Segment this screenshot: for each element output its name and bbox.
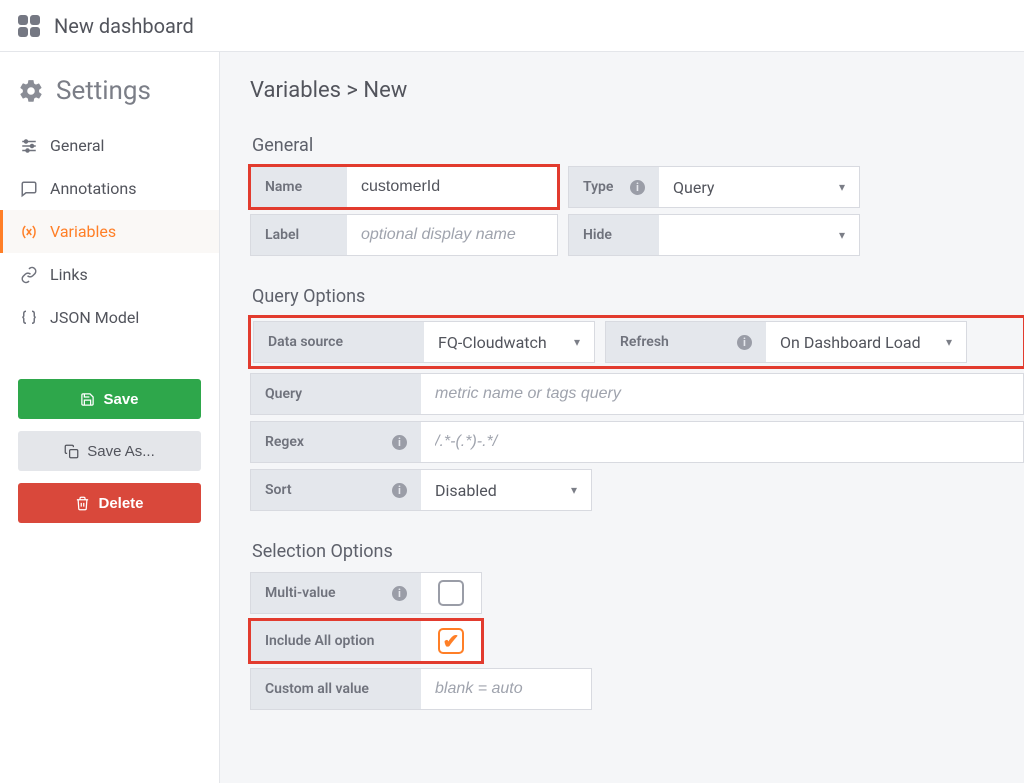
regex-label: Regex <box>265 434 304 450</box>
variables-icon <box>20 223 38 241</box>
dashboard-title: New dashboard <box>54 14 194 38</box>
save-as-button[interactable]: Save As... <box>18 431 201 471</box>
type-field: Type i Query ▾ <box>568 166 860 208</box>
multi-value-label: Multi-value <box>265 585 336 601</box>
label-field: Label <box>250 214 558 256</box>
name-field: Name <box>250 166 558 208</box>
comment-icon <box>20 180 38 198</box>
type-select[interactable]: Query ▾ <box>659 167 859 207</box>
chevron-down-icon: ▾ <box>571 483 577 497</box>
type-label: Type <box>583 179 613 195</box>
custom-all-input[interactable] <box>435 680 577 698</box>
info-icon[interactable]: i <box>392 435 407 450</box>
sort-value: Disabled <box>435 481 497 500</box>
link-icon <box>20 266 38 284</box>
hide-label: Hide <box>569 215 659 255</box>
info-icon[interactable]: i <box>737 335 752 350</box>
include-all-field: Include All option ✔ <box>250 620 482 662</box>
save-label: Save <box>103 391 138 408</box>
code-icon <box>20 309 38 327</box>
check-icon: ✔ <box>443 629 460 653</box>
nav-json-model[interactable]: JSON Model <box>0 296 219 339</box>
query-input[interactable] <box>435 385 1009 403</box>
datasource-field: Data source FQ-Cloudwatch ▾ <box>253 321 595 363</box>
chevron-down-icon: ▾ <box>839 180 845 194</box>
selection-form: Multi-value i Include All option ✔ <box>250 572 1024 710</box>
refresh-select[interactable]: On Dashboard Load ▾ <box>766 322 966 362</box>
sort-field: Sort i Disabled ▾ <box>250 469 592 511</box>
sliders-icon <box>20 137 38 155</box>
section-title-general: General <box>252 135 1024 156</box>
nav-item-label: JSON Model <box>50 308 139 327</box>
delete-label: Delete <box>98 495 143 512</box>
chevron-down-icon: ▾ <box>574 335 580 349</box>
multi-value-checkbox[interactable] <box>438 580 464 606</box>
save-as-label: Save As... <box>87 443 155 460</box>
custom-all-label: Custom all value <box>251 669 421 709</box>
label-label: Label <box>251 215 347 255</box>
include-all-checkbox[interactable]: ✔ <box>438 628 464 654</box>
query-field: Query <box>250 373 1024 415</box>
sort-label: Sort <box>265 482 292 498</box>
hide-select[interactable]: ▾ <box>659 215 859 255</box>
nav-annotations[interactable]: Annotations <box>0 167 219 210</box>
nav-item-label: Annotations <box>50 179 137 198</box>
gear-icon <box>18 78 44 104</box>
nav-general[interactable]: General <box>0 124 219 167</box>
datasource-select[interactable]: FQ-Cloudwatch ▾ <box>424 322 594 362</box>
nav-item-label: General <box>50 136 104 155</box>
refresh-label: Refresh <box>620 334 669 350</box>
refresh-value: On Dashboard Load <box>780 333 921 352</box>
datasource-value: FQ-Cloudwatch <box>438 333 547 352</box>
nav-variables[interactable]: Variables <box>0 210 219 253</box>
label-input[interactable] <box>361 226 543 244</box>
nav-item-label: Variables <box>50 222 116 241</box>
copy-icon <box>64 444 79 459</box>
settings-nav: General Annotations Variables Links JSON… <box>0 124 219 339</box>
breadcrumb: Variables > New <box>250 78 1024 103</box>
dashboard-grid-icon <box>18 15 40 37</box>
general-form: Name Type i Query ▾ <box>250 166 1024 256</box>
settings-header: Settings <box>0 76 219 124</box>
regex-input[interactable] <box>435 433 1009 451</box>
sort-select[interactable]: Disabled ▾ <box>421 470 591 510</box>
nav-item-label: Links <box>50 265 88 284</box>
name-input[interactable] <box>361 178 543 196</box>
chevron-down-icon: ▾ <box>839 228 845 242</box>
regex-field: Regex i <box>250 421 1024 463</box>
save-icon <box>80 392 95 407</box>
chevron-down-icon: ▾ <box>946 335 952 349</box>
info-icon[interactable]: i <box>392 483 407 498</box>
hide-field: Hide ▾ <box>568 214 860 256</box>
sidebar-buttons: Save Save As... Delete <box>0 339 219 523</box>
name-label: Name <box>251 167 347 207</box>
delete-button[interactable]: Delete <box>18 483 201 523</box>
info-icon[interactable]: i <box>630 180 645 195</box>
query-form: Data source FQ-Cloudwatch ▾ Refresh i On… <box>250 317 1024 511</box>
info-icon[interactable]: i <box>392 586 407 601</box>
custom-all-field: Custom all value <box>250 668 592 710</box>
save-button[interactable]: Save <box>18 379 201 419</box>
section-title-query: Query Options <box>252 286 1024 307</box>
refresh-field: Refresh i On Dashboard Load ▾ <box>605 321 967 363</box>
type-value: Query <box>673 178 714 197</box>
section-title-selection: Selection Options <box>252 541 1024 562</box>
multi-value-field: Multi-value i <box>250 572 482 614</box>
query-label: Query <box>251 374 421 414</box>
content: Variables > New General Name Type i Q <box>220 52 1024 783</box>
topbar: New dashboard <box>0 0 1024 52</box>
trash-icon <box>75 496 90 511</box>
include-all-label: Include All option <box>265 633 374 649</box>
datasource-label: Data source <box>254 322 424 362</box>
settings-title: Settings <box>56 76 151 106</box>
settings-sidebar: Settings General Annotations Variables L… <box>0 52 220 783</box>
nav-links[interactable]: Links <box>0 253 219 296</box>
